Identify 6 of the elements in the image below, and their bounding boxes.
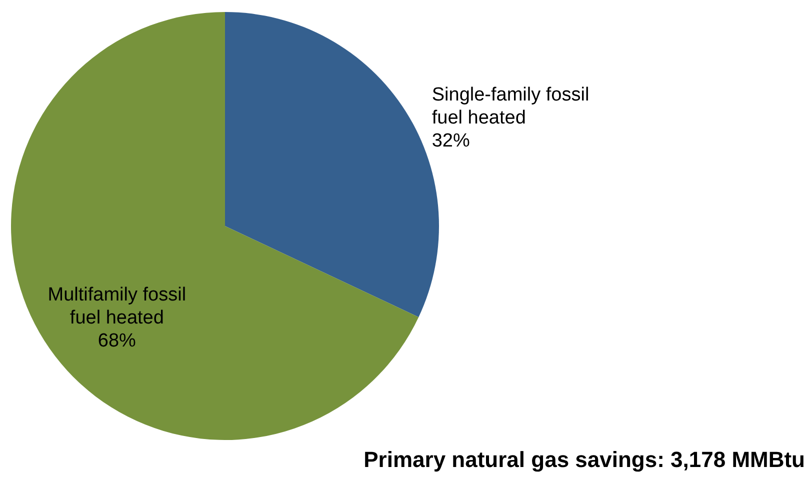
data-label: 32% (432, 130, 470, 152)
pie-slice (11, 12, 419, 440)
slice-label: Single-family fossil fuel heated (432, 84, 590, 129)
data-label: 68% (98, 330, 136, 352)
slice-label: Multifamily fossil fuel heated (48, 284, 186, 329)
text: Primary natural gas savings: 3,178 MMBtu (364, 447, 805, 472)
